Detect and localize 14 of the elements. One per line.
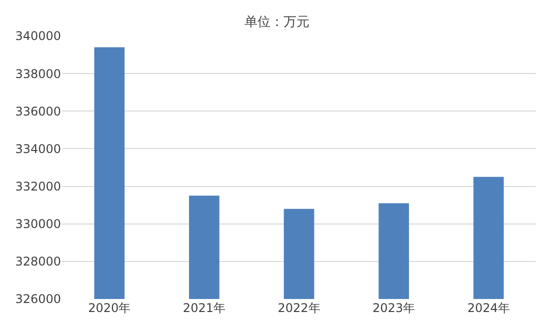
y-tick-label: 336000	[15, 104, 61, 118]
x-tick-label: 2023年	[372, 301, 416, 315]
y-tick-label: 328000	[15, 254, 61, 269]
x-tick-label: 2024年	[467, 301, 510, 315]
y-tick-label: 340000	[15, 29, 61, 44]
y-tick-label: 332000	[15, 179, 61, 194]
x-tick-label: 2020年	[88, 301, 131, 315]
y-tick-label: 338000	[15, 66, 61, 81]
y-tick-label: 330000	[15, 217, 61, 232]
y-tick-label: 334000	[15, 142, 61, 156]
x-tick-label: 2021年	[182, 301, 226, 315]
x-tick-label: 2022年	[278, 301, 320, 315]
y-tick-label: 326000	[15, 292, 61, 306]
chart-title: 单位：万元	[244, 14, 310, 30]
